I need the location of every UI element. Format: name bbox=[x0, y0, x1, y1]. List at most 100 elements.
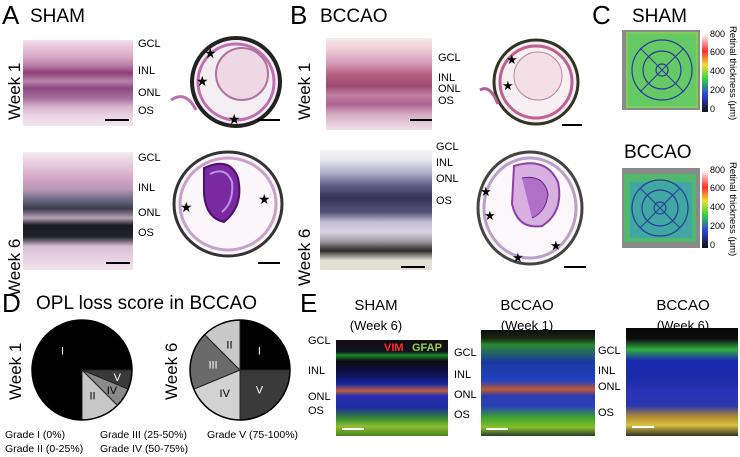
svg-text:★: ★ bbox=[204, 45, 217, 61]
svg-text:★: ★ bbox=[196, 73, 209, 89]
scale-bar bbox=[342, 428, 364, 430]
layer-label-onl: ONL bbox=[598, 381, 621, 393]
scale-bar bbox=[632, 426, 654, 428]
layer-label-gcl: GCL bbox=[438, 52, 461, 64]
layer-label-os: OS bbox=[454, 409, 470, 421]
week-6-label-b: Week 6 bbox=[295, 228, 314, 286]
svg-text:★: ★ bbox=[484, 208, 496, 223]
panel-letter-c: C bbox=[592, 0, 611, 30]
sham-week1-retina-section bbox=[23, 40, 133, 126]
bccao-week6-retina-section bbox=[320, 150, 432, 270]
bccao-week1-if-image bbox=[481, 330, 595, 436]
panel-e-col2-title: BCCAO bbox=[500, 297, 554, 314]
panel-c-title-bccao: BCCAO bbox=[624, 142, 692, 163]
colorbar-tick: 200 bbox=[710, 85, 726, 95]
layer-label-inl: INL bbox=[454, 369, 472, 381]
layer-label-inl: INL bbox=[438, 72, 456, 84]
layer-label-onl: ONL bbox=[454, 389, 477, 401]
panel-letter-a: A bbox=[2, 0, 20, 30]
layer-label-os: OS bbox=[138, 227, 154, 239]
colorbar-tick: 200 bbox=[710, 221, 726, 231]
grade-legend-1: Grade I (0%) bbox=[5, 429, 66, 441]
scale-bar bbox=[106, 262, 130, 264]
week-6-label-d: Week 6 bbox=[162, 342, 181, 400]
grade-legend-2: Grade II (0-25%) bbox=[5, 443, 84, 455]
scale-bar bbox=[562, 124, 582, 126]
sham-week6-eye-section: ★ ★ bbox=[166, 148, 286, 270]
scale-bar bbox=[410, 119, 432, 121]
svg-text:★: ★ bbox=[228, 111, 241, 127]
pie-slice-label: II bbox=[89, 390, 95, 402]
panel-e-col3-title: BCCAO bbox=[656, 297, 710, 314]
layer-label-onl: ONL bbox=[138, 87, 161, 99]
colorbar-tick: 400 bbox=[710, 202, 726, 212]
colorbar-tick: 0 bbox=[710, 104, 716, 114]
layer-label-gcl: GCL bbox=[308, 335, 331, 347]
colorbar-tick: 600 bbox=[710, 47, 726, 57]
layer-label-onl: ONL bbox=[138, 207, 161, 219]
panel-e-col1-sub: (Week 6) bbox=[349, 318, 403, 333]
panel-d-title: OPL loss score in BCCAO bbox=[36, 293, 258, 314]
layer-label-gcl: GCL bbox=[454, 347, 477, 359]
svg-text:★: ★ bbox=[502, 78, 514, 93]
sham-week1-eye-section: ★ ★ ★ bbox=[166, 30, 286, 130]
pie-slice-label: I bbox=[258, 346, 261, 358]
layer-label-inl: INL bbox=[598, 365, 616, 377]
svg-text:★: ★ bbox=[480, 184, 492, 199]
panel-c-title-sham: SHAM bbox=[632, 6, 687, 27]
pie-slice-label: V bbox=[256, 384, 264, 396]
pie-slice-label: V bbox=[114, 372, 122, 384]
grade-legend-4: Grade IV (50-75%) bbox=[100, 443, 189, 455]
layer-label-gcl: GCL bbox=[138, 38, 161, 50]
layer-label-os: OS bbox=[438, 95, 454, 107]
svg-text:★: ★ bbox=[506, 52, 518, 67]
scale-bar bbox=[486, 428, 508, 430]
layer-label-inl: INL bbox=[138, 65, 156, 77]
layer-label-onl: ONL bbox=[436, 173, 459, 185]
colorbar-tick: 400 bbox=[710, 66, 726, 76]
pie-slice-label: III bbox=[208, 360, 217, 372]
panel-e-col1-title: SHAM bbox=[354, 297, 398, 314]
svg-text:★: ★ bbox=[258, 191, 271, 207]
bccao-week1-retina-section bbox=[326, 38, 432, 130]
layer-label-os: OS bbox=[138, 105, 154, 117]
colorbar-tick: 0 bbox=[710, 240, 716, 250]
week-1-label-a: Week 1 bbox=[5, 62, 24, 120]
pie-slice-label: II bbox=[226, 340, 232, 352]
layer-label-inl: INL bbox=[138, 182, 156, 194]
colorbar-axis-label: Retinal thickness (μm) bbox=[727, 162, 738, 257]
layer-label-os: OS bbox=[598, 407, 614, 419]
colorbar-bccao bbox=[702, 170, 708, 248]
colorbar-axis-label: Retinal thickness (μm) bbox=[727, 26, 738, 121]
scale-bar bbox=[258, 119, 280, 121]
bccao-week6-eye-section: ★ ★ ★ ★ bbox=[472, 146, 590, 270]
scale-bar bbox=[401, 266, 425, 268]
layer-label-os: OS bbox=[308, 405, 324, 417]
scale-bar bbox=[105, 119, 129, 121]
grade-legend-3: Grade III (25-50%) bbox=[100, 429, 187, 441]
sham-week6-retina-section bbox=[23, 152, 133, 270]
bccao-week1-eye-section: ★ ★ bbox=[476, 30, 586, 130]
layer-label-inl: INL bbox=[436, 157, 454, 169]
panel-letter-e: E bbox=[300, 288, 318, 318]
layer-label-gcl: GCL bbox=[138, 152, 161, 164]
bccao-week6-if-image bbox=[626, 328, 738, 436]
panel-a-title: SHAM bbox=[30, 6, 85, 27]
pie-slice-label: I bbox=[61, 346, 64, 358]
panel-letter-d: D bbox=[2, 288, 21, 318]
week-1-label-d: Week 1 bbox=[6, 342, 25, 400]
layer-label-gcl: GCL bbox=[598, 345, 621, 357]
panel-letter-b: B bbox=[290, 0, 308, 30]
layer-label-onl: ONL bbox=[438, 83, 461, 95]
gfap-label: GFAP bbox=[412, 342, 442, 354]
svg-text:★: ★ bbox=[550, 238, 562, 253]
scale-bar bbox=[564, 266, 586, 268]
vim-label: VIM bbox=[384, 342, 404, 354]
colorbar-sham bbox=[702, 34, 708, 112]
pie-slice-label: IV bbox=[220, 388, 231, 400]
layer-label-onl: ONL bbox=[308, 391, 331, 403]
pie-slice-label: IV bbox=[107, 385, 118, 397]
bccao-thickness-map bbox=[622, 168, 700, 248]
